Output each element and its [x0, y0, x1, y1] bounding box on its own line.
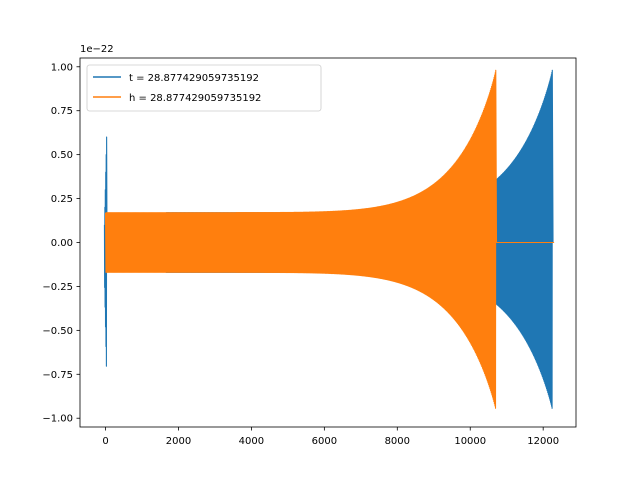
series-line-h: [104, 69, 555, 409]
y-tick-label: −0.75: [42, 370, 73, 381]
y-tick-label: 0.50: [51, 150, 73, 161]
x-tick-label: 10000: [454, 436, 486, 447]
plot-lines: [103, 69, 555, 409]
x-tick-label: 0: [102, 436, 108, 447]
x-tick-label: 2000: [166, 436, 191, 447]
y-tick-label: −0.50: [42, 326, 73, 337]
legend-box: [86, 64, 322, 112]
y-tick-label: −1.00: [42, 414, 73, 425]
y-tick-label: 1.00: [51, 62, 73, 73]
x-axis-ticks: 0 2000 4000 6000 8000 10000 12000: [102, 427, 559, 447]
y-tick-label: −0.25: [42, 282, 73, 293]
legend: t = 28.877429059735192 h = 28.87742905973…: [86, 64, 322, 112]
x-tick-label: 8000: [385, 436, 410, 447]
y-tick-label: 0.00: [51, 238, 73, 249]
y-tick-label: 0.25: [51, 194, 73, 205]
x-tick-label: 6000: [312, 436, 337, 447]
x-tick-label: 12000: [527, 436, 559, 447]
legend-label: t = 28.877429059735192: [129, 73, 259, 84]
y-tick-label: 0.75: [51, 106, 73, 117]
y-axis-ticks: 1.00 0.75 0.50 0.25 0.00 −0.25 −0.50 −0.75 −1.00: [42, 62, 80, 425]
y-scale-label: 1e−22: [80, 44, 114, 55]
x-tick-label: 4000: [239, 436, 264, 447]
legend-label: h = 28.877429059735192: [129, 93, 261, 104]
